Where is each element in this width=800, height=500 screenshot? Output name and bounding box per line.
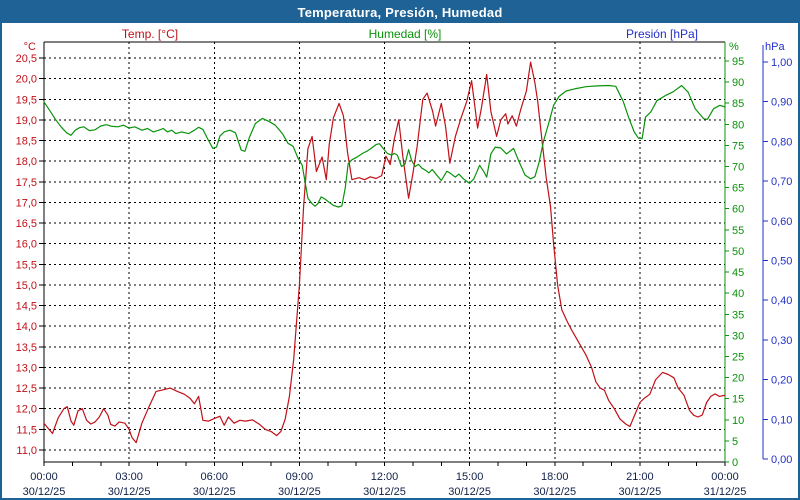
humidity-axis-tick-label: 0: [732, 457, 738, 469]
pressure-axis-tick-label: 0,20: [771, 375, 792, 387]
legend-humidity-label: Humedad [%]: [368, 27, 442, 41]
temperature-axis-tick-label: 16,5: [16, 218, 37, 230]
temperature-axis-tick-label: 18,5: [16, 136, 37, 148]
x-axis-date-label: 30/12/25: [448, 486, 491, 498]
temperature-axis-tick-label: 16,0: [16, 239, 37, 251]
temperature-axis-tick-label: 15,0: [16, 280, 37, 292]
humidity-axis-tick-label: 30: [732, 330, 744, 342]
humidity-series-line: [43, 84, 726, 208]
x-axis-time-label: 18:00: [541, 471, 569, 483]
temperature-axis-tick-label: 17,5: [16, 177, 37, 189]
x-axis-date-label: 30/12/25: [193, 486, 236, 498]
legend-temperature-label: Temp. [°C]: [121, 27, 179, 41]
window-title-bar: Temperatura, Presión, Humedad: [2, 2, 798, 23]
temperature-unit-label: °C: [23, 41, 36, 53]
window-title: Temperatura, Presión, Humedad: [297, 5, 503, 20]
humidity-axis-tick-label: 15: [732, 394, 744, 406]
pressure-axis-tick-label: 0,40: [771, 295, 792, 307]
temperature-axis-tick-label: 20,0: [16, 74, 37, 86]
humidity-axis-tick-label: 70: [732, 162, 744, 174]
pressure-axis-tick-label: 0,10: [771, 414, 792, 426]
humidity-axis-tick-label: 60: [732, 204, 744, 216]
temperature-axis-tick-label: 12,5: [16, 383, 37, 395]
humidity-axis-tick-label: 5: [732, 436, 738, 448]
temperature-axis-tick-label: 13,5: [16, 342, 37, 354]
temperature-axis-tick-label: 14,0: [16, 321, 37, 333]
pressure-axis-tick-label: 0,60: [771, 216, 792, 228]
pressure-axis-tick-label: 0,80: [771, 136, 792, 148]
x-axis-time-label: 09:00: [286, 471, 314, 483]
x-axis-date-label: 30/12/25: [533, 486, 576, 498]
x-axis-time-label: 06:00: [200, 471, 228, 483]
humidity-axis-tick-label: 80: [732, 119, 744, 131]
temperature-series-line: [43, 61, 726, 444]
pressure-axis-tick-label: 0,30: [771, 335, 792, 347]
humidity-axis-tick-label: 10: [732, 415, 744, 427]
pressure-axis-tick-label: 0,90: [771, 97, 792, 109]
humidity-unit-label: %: [729, 41, 739, 53]
x-axis-time-label: 21:00: [626, 471, 654, 483]
pressure-unit-label: hPa: [765, 41, 785, 53]
x-axis-date-label: 30/12/25: [363, 486, 406, 498]
x-axis-time-label: 00:00: [711, 471, 739, 483]
x-axis-date-label: 30/12/25: [278, 486, 321, 498]
humidity-axis-tick-label: 85: [732, 98, 744, 110]
temperature-axis-tick-label: 13,0: [16, 362, 37, 374]
temperature-axis-tick-label: 14,5: [16, 301, 37, 313]
temperature-axis-tick-label: 11,5: [16, 424, 37, 436]
temperature-axis-tick-label: 18,0: [16, 156, 37, 168]
humidity-axis-tick-label: 95: [732, 56, 744, 68]
x-axis-time-label: 00:00: [30, 471, 58, 483]
humidity-axis-tick-label: 40: [732, 288, 744, 300]
humidity-axis-tick-label: 20: [732, 373, 744, 385]
temperature-axis-tick-label: 20,5: [16, 53, 37, 65]
pressure-axis-tick-label: 1,00: [771, 57, 792, 69]
temperature-axis-tick-label: 19,5: [16, 94, 37, 106]
temperature-axis-tick-label: 11,0: [16, 445, 37, 457]
humidity-axis-tick-label: 25: [732, 351, 744, 363]
x-axis-date-label: 31/12/25: [704, 486, 747, 498]
x-axis-time-label: 12:00: [371, 471, 399, 483]
temperature-axis-tick-label: 15,5: [16, 259, 37, 271]
x-axis-date-label: 30/12/25: [108, 486, 151, 498]
humidity-axis-tick-label: 45: [732, 267, 744, 279]
temperature-axis-tick-label: 19,0: [16, 115, 37, 127]
x-axis-date-label: 30/12/25: [618, 486, 661, 498]
humidity-axis-tick-label: 90: [732, 77, 744, 89]
x-axis-date-label: 30/12/25: [23, 486, 66, 498]
humidity-axis-tick-label: 50: [732, 246, 744, 258]
pressure-axis-tick-label: 0,70: [771, 176, 792, 188]
humidity-axis-tick-label: 65: [732, 183, 744, 195]
temperature-axis-tick-label: 17,0: [16, 197, 37, 209]
temperature-axis-tick-label: 12,0: [16, 404, 37, 416]
x-axis-time-label: 15:00: [456, 471, 484, 483]
pressure-axis-tick-label: 0,00: [771, 454, 792, 466]
humidity-axis-tick-label: 35: [732, 309, 744, 321]
humidity-axis-tick-label: 55: [732, 225, 744, 237]
humidity-axis-tick-label: 75: [732, 140, 744, 152]
x-axis-time-label: 03:00: [115, 471, 143, 483]
pressure-axis-tick-label: 0,50: [771, 256, 792, 268]
legend-pressure-label: Presión [hPa]: [625, 27, 699, 41]
